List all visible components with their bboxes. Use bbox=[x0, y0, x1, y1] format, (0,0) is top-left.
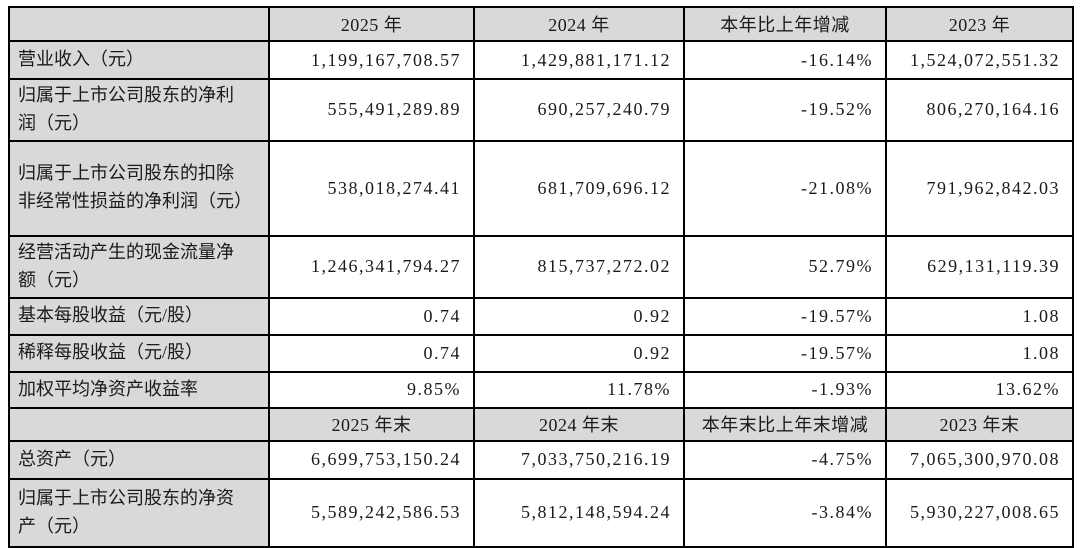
value-2023: 1,524,072,551.32 bbox=[885, 40, 1074, 80]
value-2023: 1.08 bbox=[885, 296, 1074, 336]
value-2023: 13.62% bbox=[885, 370, 1074, 409]
financial-summary-table: 2025 年 2024 年 本年比上年增减 2023 年 营业收入（元） 1,1… bbox=[8, 6, 1074, 548]
value-change: -19.52% bbox=[683, 78, 887, 142]
value-2025: 0.74 bbox=[268, 296, 475, 336]
value-2024: 815,737,272.02 bbox=[473, 234, 685, 299]
row-net-assets-attributable: 归属于上市公司股东的净资产（元） 5,589,242,586.53 5,812,… bbox=[8, 477, 1074, 548]
row-weighted-avg-roe: 加权平均净资产收益率 9.85% 11.78% -1.93% 13.62% bbox=[8, 370, 1074, 409]
value-2024: 11.78% bbox=[473, 370, 685, 409]
value-2024: 1,429,881,171.12 bbox=[473, 40, 685, 80]
value-2025: 555,491,289.89 bbox=[268, 78, 475, 142]
col-header-2025: 2025 年 bbox=[268, 6, 475, 42]
value-2025: 9.85% bbox=[268, 370, 475, 409]
col-header-2024-end: 2024 年末 bbox=[473, 406, 685, 442]
row-operating-cash-flow: 经营活动产生的现金流量净额（元） 1,246,341,794.27 815,73… bbox=[8, 234, 1074, 299]
row-net-profit-excl-nonrecurring: 归属于上市公司股东的扣除非经常性损益的净利润（元） 538,018,274.41… bbox=[8, 139, 1074, 237]
corner-cell bbox=[8, 406, 270, 442]
row-diluted-eps: 稀释每股收益（元/股） 0.74 0.92 -19.57% 1.08 bbox=[8, 333, 1074, 373]
value-2024: 7,033,750,216.19 bbox=[473, 439, 685, 480]
value-2025: 6,699,753,150.24 bbox=[268, 439, 475, 480]
metric-label: 营业收入（元） bbox=[8, 40, 270, 80]
row-net-profit-attributable: 归属于上市公司股东的净利润（元） 555,491,289.89 690,257,… bbox=[8, 78, 1074, 142]
col-header-yoy-change: 本年比上年增减 bbox=[683, 6, 887, 42]
metric-label: 稀释每股收益（元/股） bbox=[8, 333, 270, 373]
value-change: -3.84% bbox=[683, 477, 887, 548]
value-change: -19.57% bbox=[683, 296, 887, 336]
row-total-assets: 总资产（元） 6,699,753,150.24 7,033,750,216.19… bbox=[8, 439, 1074, 480]
col-header-2023-end: 2023 年末 bbox=[885, 406, 1074, 442]
value-2023: 629,131,119.39 bbox=[885, 234, 1074, 299]
corner-cell bbox=[8, 6, 270, 42]
value-2025: 1,199,167,708.57 bbox=[268, 40, 475, 80]
value-change: -16.14% bbox=[683, 40, 887, 80]
value-2023: 791,962,842.03 bbox=[885, 139, 1074, 237]
value-2025: 0.74 bbox=[268, 333, 475, 373]
period-header-row: 2025 年 2024 年 本年比上年增减 2023 年 bbox=[8, 6, 1074, 42]
value-2025: 538,018,274.41 bbox=[268, 139, 475, 237]
value-change: -4.75% bbox=[683, 439, 887, 480]
metric-label: 归属于上市公司股东的扣除非经常性损益的净利润（元） bbox=[8, 139, 270, 237]
value-2024: 0.92 bbox=[473, 296, 685, 336]
col-header-end-change: 本年末比上年末增减 bbox=[683, 406, 887, 442]
value-change: -19.57% bbox=[683, 333, 887, 373]
value-2025: 5,589,242,586.53 bbox=[268, 477, 475, 548]
metric-label: 归属于上市公司股东的净资产（元） bbox=[8, 477, 270, 548]
value-change: 52.79% bbox=[683, 234, 887, 299]
value-2024: 690,257,240.79 bbox=[473, 78, 685, 142]
metric-label: 加权平均净资产收益率 bbox=[8, 370, 270, 409]
metric-label: 归属于上市公司股东的净利润（元） bbox=[8, 78, 270, 142]
metric-label: 基本每股收益（元/股） bbox=[8, 296, 270, 336]
metric-label: 经营活动产生的现金流量净额（元） bbox=[8, 234, 270, 299]
row-basic-eps: 基本每股收益（元/股） 0.74 0.92 -19.57% 1.08 bbox=[8, 296, 1074, 336]
value-2023: 5,930,227,008.65 bbox=[885, 477, 1074, 548]
row-operating-revenue: 营业收入（元） 1,199,167,708.57 1,429,881,171.1… bbox=[8, 40, 1074, 80]
value-change: -21.08% bbox=[683, 139, 887, 237]
value-change: -1.93% bbox=[683, 370, 887, 409]
value-2025: 1,246,341,794.27 bbox=[268, 234, 475, 299]
period-end-header-row: 2025 年末 2024 年末 本年末比上年末增减 2023 年末 bbox=[8, 406, 1074, 442]
col-header-2024: 2024 年 bbox=[473, 6, 685, 42]
value-2024: 0.92 bbox=[473, 333, 685, 373]
value-2023: 1.08 bbox=[885, 333, 1074, 373]
value-2023: 806,270,164.16 bbox=[885, 78, 1074, 142]
value-2023: 7,065,300,970.08 bbox=[885, 439, 1074, 480]
col-header-2025-end: 2025 年末 bbox=[268, 406, 475, 442]
value-2024: 5,812,148,594.24 bbox=[473, 477, 685, 548]
value-2024: 681,709,696.12 bbox=[473, 139, 685, 237]
metric-label: 总资产（元） bbox=[8, 439, 270, 480]
col-header-2023: 2023 年 bbox=[885, 6, 1074, 42]
